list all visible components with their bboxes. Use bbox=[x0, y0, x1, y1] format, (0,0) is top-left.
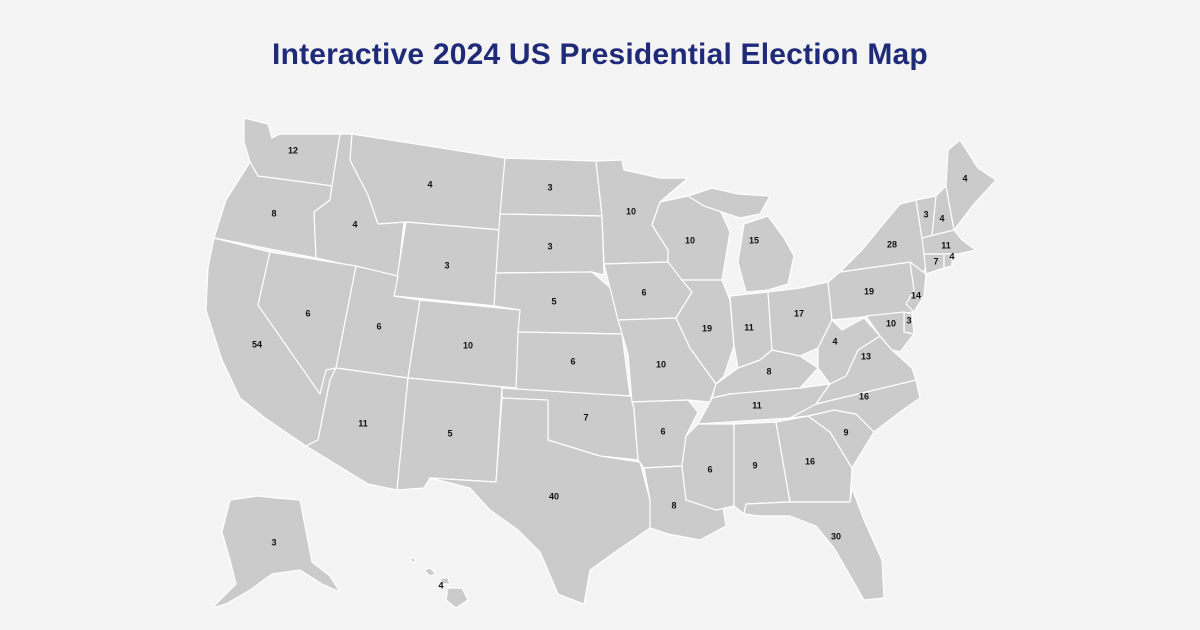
ev-label-ks: 6 bbox=[570, 356, 575, 366]
ev-label-mi: 15 bbox=[749, 235, 759, 245]
ev-label-ut: 6 bbox=[376, 321, 381, 331]
ev-label-nh: 4 bbox=[939, 213, 944, 223]
ev-label-pa: 19 bbox=[864, 286, 874, 296]
ev-label-wa: 12 bbox=[288, 145, 298, 155]
ev-label-ak: 3 bbox=[271, 537, 276, 547]
state-md[interactable] bbox=[865, 311, 915, 353]
ev-label-ok: 7 bbox=[583, 412, 588, 422]
ev-label-ma: 11 bbox=[941, 240, 951, 250]
ev-label-me: 4 bbox=[962, 173, 967, 183]
ev-label-nd: 3 bbox=[547, 182, 552, 192]
ev-label-la: 8 bbox=[671, 500, 676, 510]
ev-label-ga: 16 bbox=[805, 456, 815, 466]
ev-label-mt: 4 bbox=[427, 179, 432, 189]
ev-label-ar: 6 bbox=[660, 426, 665, 436]
state-ak[interactable] bbox=[211, 495, 341, 609]
ev-label-sc: 9 bbox=[843, 427, 848, 437]
ev-label-hi: 4 bbox=[438, 580, 443, 590]
ev-label-wv: 4 bbox=[832, 336, 837, 346]
ev-label-oh: 17 bbox=[794, 308, 804, 318]
ev-label-nv: 6 bbox=[305, 308, 310, 318]
state-wv[interactable] bbox=[817, 317, 881, 385]
state-tx[interactable] bbox=[429, 397, 651, 605]
ev-label-ri: 4 bbox=[949, 251, 954, 261]
ev-label-nm: 5 bbox=[447, 428, 452, 438]
page-title: Interactive 2024 US Presidential Electio… bbox=[272, 38, 928, 71]
state-ny[interactable] bbox=[839, 199, 929, 277]
ev-label-de: 3 bbox=[906, 315, 911, 325]
ev-label-id: 4 bbox=[352, 219, 357, 229]
state-fl[interactable] bbox=[743, 487, 885, 601]
state-me[interactable] bbox=[945, 139, 997, 231]
ev-label-ny: 28 bbox=[887, 239, 897, 249]
ev-label-mn: 10 bbox=[626, 206, 636, 216]
ev-label-al: 9 bbox=[752, 460, 757, 470]
ev-label-az: 11 bbox=[358, 418, 368, 428]
ev-label-vt: 3 bbox=[923, 209, 928, 219]
state-sd[interactable] bbox=[495, 213, 605, 276]
state-hi[interactable] bbox=[409, 557, 469, 609]
state-mi-upper[interactable] bbox=[687, 187, 771, 219]
state-il[interactable] bbox=[675, 279, 735, 385]
ev-labels: 12 8 54 4 6 4 3 6 11 10 5 3 3 5 6 7 40 1… bbox=[252, 145, 968, 590]
ev-label-wi: 10 bbox=[685, 235, 695, 245]
ev-label-ia: 6 bbox=[641, 287, 646, 297]
ev-label-il: 19 bbox=[702, 323, 712, 333]
ev-label-wy: 3 bbox=[444, 260, 449, 270]
ev-label-ms: 6 bbox=[707, 464, 712, 474]
ev-label-nj: 14 bbox=[911, 290, 921, 300]
state-nj[interactable] bbox=[905, 261, 927, 313]
ev-label-mo: 10 bbox=[656, 359, 666, 369]
ev-label-nc: 16 bbox=[859, 391, 869, 401]
ev-label-sd: 3 bbox=[547, 241, 552, 251]
ev-label-md: 10 bbox=[886, 318, 896, 328]
ev-label-tx: 40 bbox=[549, 491, 559, 501]
ev-label-va: 13 bbox=[861, 351, 871, 361]
ev-label-or: 8 bbox=[271, 208, 276, 218]
ev-label-ca: 54 bbox=[252, 339, 262, 349]
ev-label-co: 10 bbox=[463, 340, 473, 350]
ev-label-ne: 5 bbox=[551, 296, 556, 306]
state-mi[interactable] bbox=[737, 215, 795, 293]
ev-label-fl: 30 bbox=[831, 531, 841, 541]
ev-label-ky: 8 bbox=[766, 366, 771, 376]
ev-label-in: 11 bbox=[744, 322, 754, 332]
state-ri[interactable] bbox=[943, 253, 953, 269]
ev-label-ct: 7 bbox=[933, 256, 938, 266]
ev-label-tn: 11 bbox=[752, 400, 762, 410]
